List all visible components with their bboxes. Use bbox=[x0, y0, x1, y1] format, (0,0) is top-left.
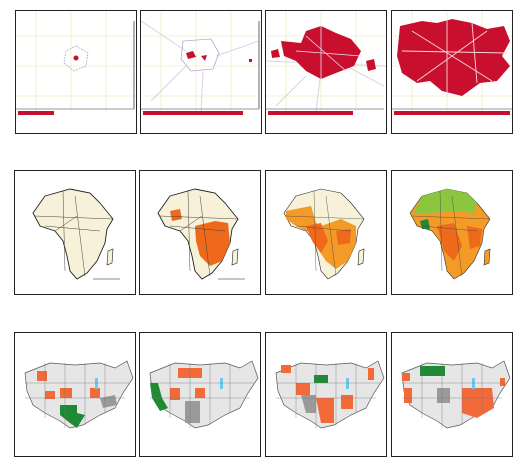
urban-map-panel-4 bbox=[391, 10, 513, 134]
urban-map-4 bbox=[392, 11, 512, 115]
africa-map-2 bbox=[157, 188, 245, 280]
us-map-panel-4 bbox=[391, 332, 513, 457]
us-map-panel-3 bbox=[265, 332, 387, 457]
africa-map-panel-2 bbox=[139, 170, 261, 295]
us-map-1 bbox=[24, 360, 134, 429]
urban-bar-1 bbox=[18, 111, 54, 115]
us-map-3 bbox=[275, 360, 385, 429]
urban-map-3 bbox=[266, 11, 386, 115]
urban-map-1 bbox=[16, 11, 136, 115]
africa-map-1 bbox=[32, 188, 120, 280]
africa-map-panel-4 bbox=[391, 170, 513, 295]
us-map-2 bbox=[149, 360, 259, 429]
urban-bar-4 bbox=[394, 111, 510, 115]
us-map-4 bbox=[401, 360, 511, 429]
africa-map-3 bbox=[283, 188, 365, 280]
africa-map-panel-3 bbox=[265, 170, 387, 295]
urban-map-2 bbox=[141, 11, 261, 115]
africa-map-4 bbox=[409, 188, 491, 280]
urban-map-panel-1 bbox=[15, 10, 137, 134]
urban-bar-2 bbox=[143, 111, 243, 115]
urban-map-panel-2 bbox=[140, 10, 262, 134]
urban-map-panel-3 bbox=[265, 10, 387, 134]
us-map-panel-2 bbox=[139, 332, 261, 457]
africa-map-panel-1 bbox=[14, 170, 136, 295]
us-map-panel-1 bbox=[14, 332, 136, 457]
urban-bar-3 bbox=[268, 111, 353, 115]
